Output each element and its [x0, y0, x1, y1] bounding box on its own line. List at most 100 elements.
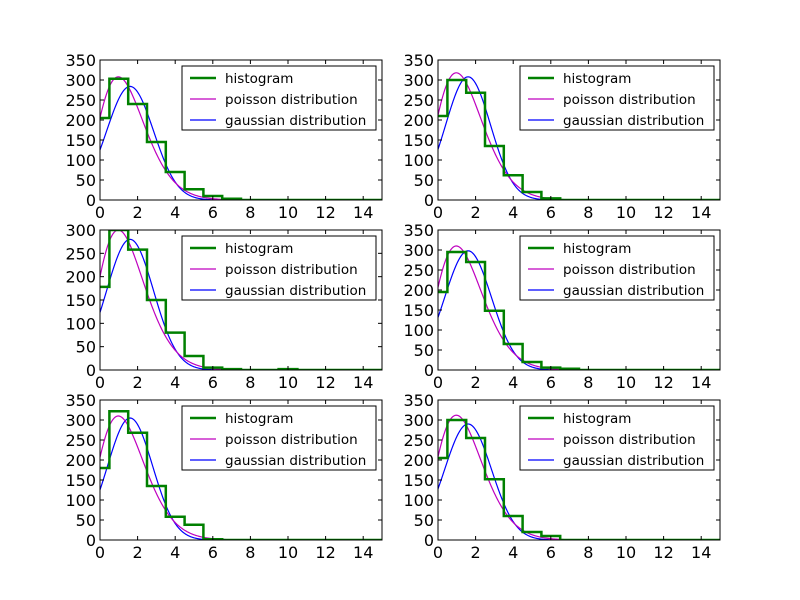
axes-frame	[99, 399, 383, 541]
y-tick-label: 0	[86, 361, 96, 380]
y-tick-label: 0	[424, 361, 434, 380]
y-tick-label: 50	[76, 171, 96, 190]
y-tick-label: 350	[403, 221, 434, 240]
y-tick-label: 100	[65, 491, 96, 510]
histogram-step	[438, 250, 720, 370]
y-tick-label: 350	[403, 51, 434, 70]
y-tick-label: 350	[403, 391, 434, 410]
x-tick-label: 8	[583, 203, 593, 222]
y-tick-label: 100	[403, 151, 434, 170]
subplot-3: 0 2 4 6 8 10 12 14 0 50 100 150 200 250 300 histogram po…	[65, 221, 383, 392]
x-tick-label: 2	[133, 373, 143, 392]
x-tick-label: 6	[208, 373, 218, 392]
y-tick-label: 200	[403, 281, 434, 300]
x-tick-label: 10	[278, 203, 298, 222]
y-tick-label: 350	[65, 391, 96, 410]
y-tick-label: 300	[403, 71, 434, 90]
y-tick-label: 100	[65, 151, 96, 170]
legend-label-histogram: histogram	[225, 411, 293, 427]
x-tick-label: 14	[691, 203, 711, 222]
legend-label-gaussian: gaussian distribution	[563, 453, 704, 469]
legend: histogram poisson distribution gaussian di…	[181, 405, 377, 471]
x-tick-label: 14	[353, 543, 373, 562]
legend-label-gaussian: gaussian distribution	[563, 113, 704, 129]
y-tick-label: 150	[403, 471, 434, 490]
legend-frame	[181, 405, 377, 471]
legend-frame	[519, 65, 715, 131]
y-tick-label: 200	[403, 451, 434, 470]
legend-label-poisson: poisson distribution	[563, 262, 696, 278]
x-tick-label: 4	[170, 203, 180, 222]
y-tick-label: 150	[65, 291, 96, 310]
y-tick-label: 250	[65, 244, 96, 263]
x-tick-label: 10	[616, 373, 636, 392]
y-tick-label: 300	[403, 411, 434, 430]
y-tick-label: 200	[65, 111, 96, 130]
x-tick-label: 8	[245, 203, 255, 222]
y-tick-label: 100	[403, 321, 434, 340]
x-tick-label: 2	[133, 203, 143, 222]
legend: histogram poisson distribution gaussian di…	[519, 405, 715, 471]
y-tick-label: 300	[65, 411, 96, 430]
legend-label-histogram: histogram	[225, 241, 293, 257]
y-tick-label: 0	[424, 191, 434, 210]
y-tick-label: 150	[65, 471, 96, 490]
y-tick-label: 50	[414, 171, 434, 190]
legend-label-poisson: poisson distribution	[563, 92, 696, 108]
y-tick-label: 100	[403, 491, 434, 510]
y-tick-label: 150	[403, 301, 434, 320]
legend-label-poisson: poisson distribution	[225, 92, 358, 108]
legend: histogram poisson distribution gaussian di…	[519, 65, 715, 131]
x-tick-label: 2	[133, 543, 143, 562]
subplot-5: 0 2 4 6 8 10 12 14050100150200250300350histogra…	[65, 391, 383, 562]
y-tick-label: 250	[65, 91, 96, 110]
legend-label-histogram: histogram	[563, 71, 631, 87]
legend: histogram poisson distribution gaussian di…	[181, 235, 377, 301]
x-tick-label: 0	[95, 203, 105, 222]
y-tick-label: 0	[86, 191, 96, 210]
axes-frame	[99, 59, 383, 201]
x-tick-label: 4	[170, 373, 180, 392]
x-tick-label: 14	[353, 203, 373, 222]
x-tick-label: 12	[315, 373, 335, 392]
x-tick-label: 2	[471, 203, 481, 222]
legend-frame	[181, 235, 377, 301]
legend: histogram poisson distribution gaussian di…	[181, 65, 377, 131]
legend-label-poisson: poisson distribution	[225, 432, 358, 448]
y-tick-label: 250	[65, 431, 96, 450]
histogram-step	[100, 230, 382, 370]
legend-frame	[519, 235, 715, 301]
x-tick-label: 8	[583, 543, 593, 562]
x-tick-label: 10	[616, 543, 636, 562]
legend-label-gaussian: gaussian distribution	[225, 283, 366, 299]
x-tick-label: 12	[653, 543, 673, 562]
y-tick-label: 200	[403, 111, 434, 130]
legend-label-gaussian: gaussian distribution	[225, 113, 366, 129]
x-tick-label: 12	[315, 203, 335, 222]
x-tick-label: 14	[353, 373, 373, 392]
x-tick-label: 4	[508, 373, 518, 392]
x-tick-label: 0	[433, 543, 443, 562]
y-tick-label: 0	[424, 531, 434, 550]
x-tick-label: 10	[616, 203, 636, 222]
legend: histogram poisson distribution gaussian di…	[519, 235, 715, 301]
x-tick-label: 8	[583, 373, 593, 392]
x-tick-label: 2	[471, 373, 481, 392]
x-tick-label: 8	[245, 543, 255, 562]
x-tick-label: 6	[208, 203, 218, 222]
x-tick-label: 14	[691, 543, 711, 562]
legend-label-poisson: poisson distribution	[563, 432, 696, 448]
legend-label-poisson: poisson distribution	[225, 262, 358, 278]
legend-label-gaussian: gaussian distribution	[225, 453, 366, 469]
y-tick-label: 200	[65, 451, 96, 470]
axes-frame	[437, 229, 721, 371]
y-tick-label: 150	[65, 131, 96, 150]
legend-label-histogram: histogram	[563, 241, 631, 257]
x-tick-label: 4	[508, 543, 518, 562]
x-tick-label: 12	[315, 543, 335, 562]
legend-frame	[519, 405, 715, 471]
x-tick-label: 6	[546, 543, 556, 562]
x-tick-label: 0	[95, 373, 105, 392]
y-tick-label: 300	[65, 71, 96, 90]
y-tick-label: 200	[65, 268, 96, 287]
